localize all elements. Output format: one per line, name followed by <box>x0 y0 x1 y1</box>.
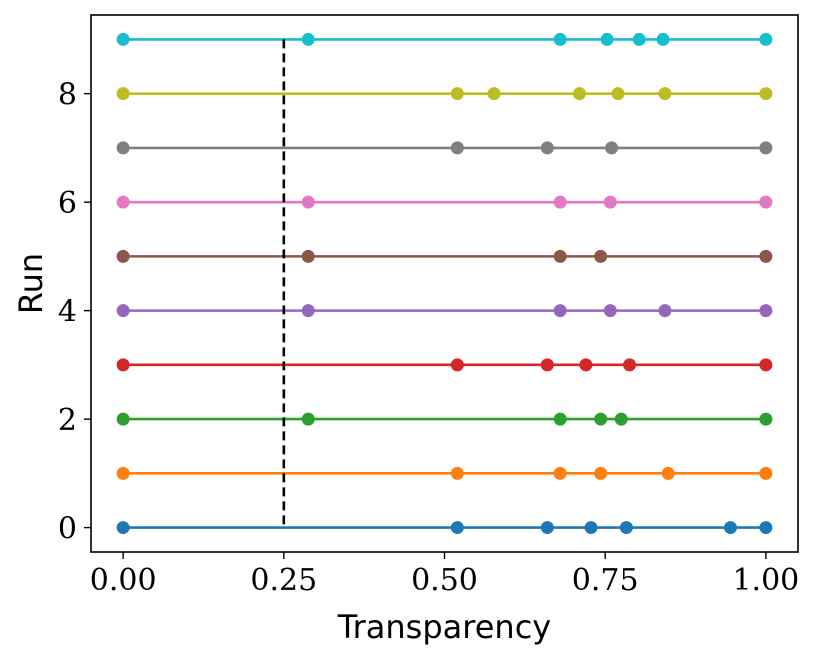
data-point <box>116 358 130 372</box>
data-point <box>116 195 130 209</box>
data-point <box>603 304 617 318</box>
y-axis-ticks: 0 2 4 6 8 <box>58 78 91 547</box>
data-point <box>572 87 586 101</box>
data-point <box>116 304 130 318</box>
data-point <box>301 249 315 263</box>
data-point <box>116 412 130 426</box>
data-point <box>594 466 608 480</box>
y-axis-label: Run <box>12 253 50 314</box>
x-axis-ticks: 0.00 0.25 0.50 0.75 1.00 <box>90 552 799 598</box>
data-point <box>116 32 130 46</box>
data-point <box>579 358 593 372</box>
series-run-4 <box>116 304 773 318</box>
data-point <box>661 466 675 480</box>
series-run-1 <box>116 466 773 480</box>
data-point <box>553 195 567 209</box>
series-run-2 <box>116 412 773 426</box>
data-point <box>656 32 670 46</box>
data-point <box>116 521 130 535</box>
data-point <box>759 195 773 209</box>
data-point <box>594 249 608 263</box>
data-point <box>301 32 315 46</box>
x-tick-label: 0.00 <box>90 563 157 598</box>
x-tick-label: 0.50 <box>411 563 478 598</box>
data-point <box>450 141 464 155</box>
series-run-3 <box>116 358 773 372</box>
data-point <box>301 195 315 209</box>
data-point <box>600 32 614 46</box>
x-tick-label: 0.25 <box>250 563 317 598</box>
data-point <box>301 304 315 318</box>
data-point <box>540 521 554 535</box>
data-point <box>584 521 598 535</box>
data-point <box>759 412 773 426</box>
data-point <box>301 412 315 426</box>
data-point <box>450 87 464 101</box>
data-point <box>553 249 567 263</box>
data-point <box>724 521 738 535</box>
series-run-8 <box>116 87 773 101</box>
data-point <box>611 87 625 101</box>
data-point <box>759 141 773 155</box>
x-tick-label: 0.75 <box>572 563 639 598</box>
y-tick-label: 4 <box>58 295 77 330</box>
y-tick-label: 8 <box>58 78 77 113</box>
data-point <box>450 521 464 535</box>
data-point <box>116 141 130 155</box>
series-run-0 <box>116 521 773 535</box>
data-point <box>614 412 628 426</box>
data-point <box>540 358 554 372</box>
data-point <box>759 32 773 46</box>
data-point <box>759 466 773 480</box>
plot-frame <box>90 14 799 553</box>
series-run-9 <box>116 32 773 46</box>
data-point <box>116 87 130 101</box>
data-point <box>553 32 567 46</box>
data-point <box>553 304 567 318</box>
data-point <box>658 304 672 318</box>
data-point <box>450 358 464 372</box>
data-point <box>540 141 554 155</box>
data-point <box>116 249 130 263</box>
series-run-7 <box>116 141 773 155</box>
y-tick-label: 2 <box>58 403 77 438</box>
data-point <box>605 141 619 155</box>
data-point <box>658 87 672 101</box>
data-point <box>553 466 567 480</box>
data-point <box>759 87 773 101</box>
data-point <box>759 521 773 535</box>
data-point <box>619 521 633 535</box>
data-point <box>623 358 637 372</box>
data-point <box>603 195 617 209</box>
data-point <box>487 87 501 101</box>
series-run-6 <box>116 195 773 209</box>
data-point <box>759 304 773 318</box>
x-tick-label: 1.00 <box>732 563 799 598</box>
data-point <box>553 412 567 426</box>
x-axis-label: Transparency <box>337 608 551 646</box>
data-point <box>759 358 773 372</box>
data-point <box>594 412 608 426</box>
y-tick-label: 0 <box>58 512 77 547</box>
data-point <box>632 32 646 46</box>
data-point <box>759 249 773 263</box>
data-point <box>116 466 130 480</box>
y-tick-label: 6 <box>58 186 77 221</box>
series-run-5 <box>116 249 773 263</box>
data-point <box>450 466 464 480</box>
series-layer <box>116 32 773 535</box>
